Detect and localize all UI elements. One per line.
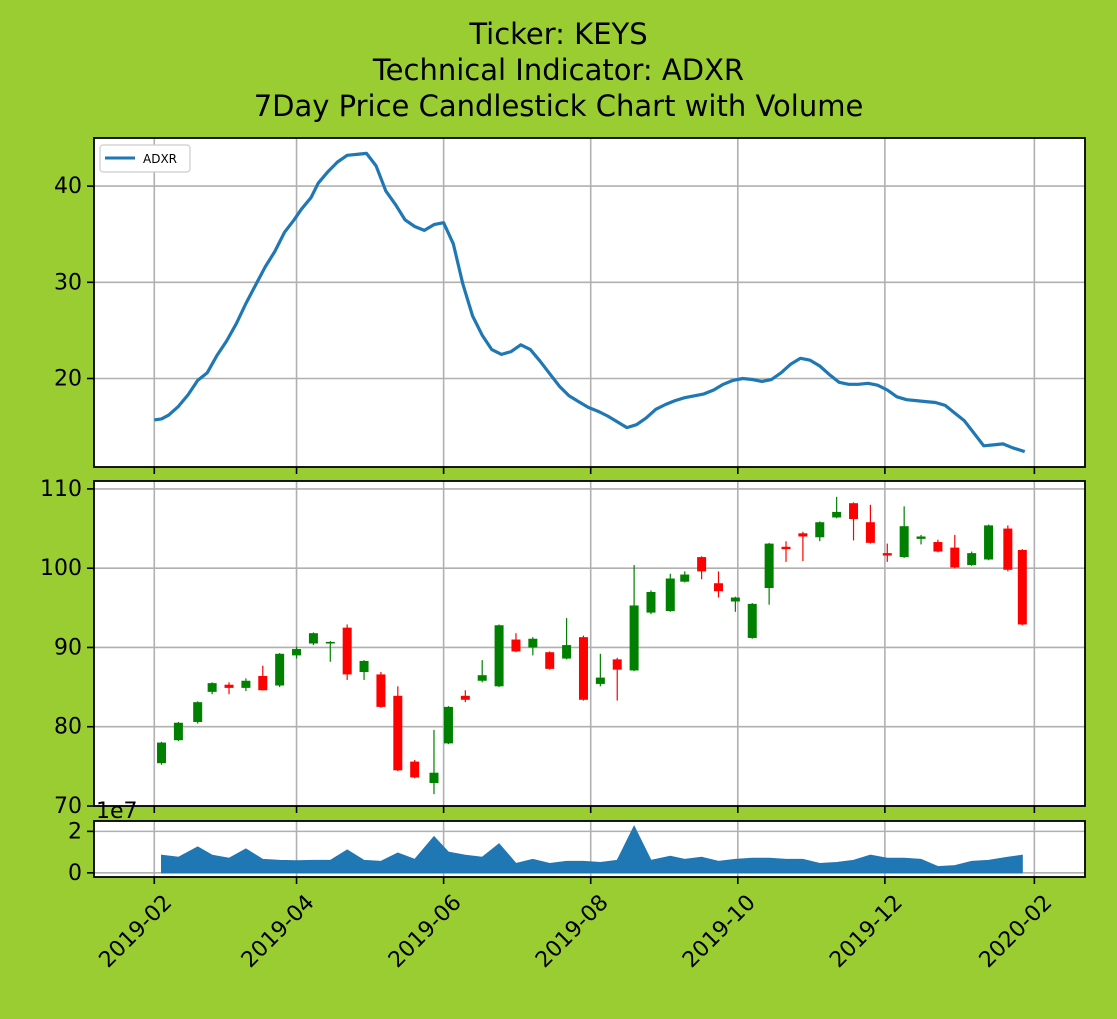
xtick-label-4: 2019-10 — [678, 890, 761, 973]
adxr-line — [154, 151, 1026, 454]
candle-body-2019-03-04 — [224, 684, 234, 688]
candle-body-2019-07-15 — [545, 652, 555, 669]
candle-body-2019-11-25 — [865, 522, 875, 543]
candle-body-2019-03-25 — [275, 653, 285, 686]
candle-body-2019-12-23 — [933, 542, 943, 552]
candle-body-2019-08-19 — [629, 605, 639, 671]
candle-body-2019-08-12 — [612, 659, 622, 670]
candle-body-2020-01-21 — [1003, 528, 1013, 570]
candle-body-2019-12-16 — [916, 536, 926, 539]
candle-body-2019-08-05 — [595, 677, 605, 684]
candle-body-2019-10-07 — [747, 603, 757, 638]
candle-body-2019-05-28 — [429, 772, 439, 784]
candle-body-2019-02-19 — [193, 702, 203, 722]
candle-body-2019-10-14 — [764, 543, 774, 589]
candle-body-2019-06-24 — [494, 625, 504, 687]
indicator-axes-frame — [93, 137, 1086, 468]
title-line-ticker: Ticker: KEYS — [469, 17, 648, 51]
candle-body-2019-11-18 — [849, 503, 859, 520]
title-line-indicator: Technical Indicator: ADXR — [372, 53, 745, 87]
candle-body-2020-01-06 — [967, 553, 977, 566]
candle-body-2019-10-21 — [781, 546, 791, 550]
indicator-ytick-label-2: 40 — [54, 174, 82, 199]
candle-body-2019-02-04 — [157, 742, 167, 764]
candle-body-2019-02-25 — [207, 683, 217, 692]
xtick-label-5: 2019-12 — [825, 890, 908, 973]
candle-body-2019-03-18 — [258, 676, 268, 691]
candle-body-2020-01-27 — [1017, 549, 1027, 625]
xtick-label-1: 2019-04 — [237, 890, 320, 973]
price-axes-background — [94, 481, 1085, 806]
candle-body-2019-05-06 — [376, 674, 386, 707]
candle-body-2019-07-29 — [578, 637, 588, 700]
price-ytick-label-1: 80 — [54, 715, 82, 740]
volume-area — [161, 825, 1023, 874]
volume-ytick-label-0: 0 — [68, 861, 82, 886]
candle-body-2019-09-09 — [680, 574, 690, 582]
candle-body-2019-11-11 — [832, 511, 842, 518]
candle-body-2019-04-15 — [325, 641, 335, 644]
price-ytick-label-4: 110 — [40, 477, 82, 502]
price-ytick-label-2: 90 — [54, 635, 82, 660]
candle-body-2019-04-22 — [342, 627, 352, 675]
candle-body-2019-05-20 — [410, 761, 420, 778]
candle-body-2019-09-30 — [730, 597, 740, 602]
volume-offset-label: 1e7 — [96, 799, 138, 824]
candle-body-2019-07-22 — [562, 645, 572, 659]
candle-body-2019-09-23 — [713, 583, 723, 592]
candle-body-2019-07-01 — [511, 639, 521, 652]
price-ytick-label-0: 70 — [54, 794, 82, 819]
candle-body-2019-12-02 — [882, 553, 892, 556]
candle-body-2020-01-13 — [984, 525, 994, 560]
candle-body-2019-09-16 — [697, 557, 707, 572]
candle-body-2019-06-03 — [443, 706, 453, 744]
candle-body-2019-03-11 — [241, 680, 251, 688]
indicator-ytick-label-0: 20 — [54, 366, 82, 391]
candle-body-2019-11-04 — [815, 522, 825, 538]
xtick-label-2: 2019-06 — [384, 890, 467, 973]
candle-body-2019-05-13 — [393, 695, 403, 771]
candle-body-2019-04-01 — [292, 649, 302, 656]
chart-title: Ticker: KEYS Technical Indicator: ADXR 7… — [0, 16, 1117, 124]
candle-body-2019-04-08 — [308, 633, 318, 644]
candle-body-2019-02-11 — [173, 722, 183, 741]
legend-box — [99, 144, 191, 173]
candle-body-2019-06-17 — [477, 675, 487, 681]
candle-body-2019-07-08 — [528, 638, 538, 648]
legend-label-adxr: ADXR — [143, 152, 177, 166]
candle-body-2019-04-29 — [359, 660, 369, 673]
price-axes-frame — [93, 480, 1086, 807]
price-ytick-label-3: 100 — [40, 556, 82, 581]
candle-body-2019-06-10 — [460, 695, 470, 700]
indicator-axes-background — [94, 138, 1085, 467]
indicator-ytick-label-1: 30 — [54, 270, 82, 295]
candle-body-2019-09-03 — [665, 578, 675, 611]
volume-ytick-label-1: 2 — [68, 819, 82, 844]
title-line-description: 7Day Price Candlestick Chart with Volume — [253, 89, 864, 123]
candle-body-2019-12-30 — [950, 547, 960, 568]
candle-body-2019-12-09 — [899, 526, 909, 558]
candle-body-2019-08-26 — [646, 591, 656, 613]
candle-body-2019-10-28 — [798, 533, 808, 537]
xtick-label-6: 2020-02 — [975, 890, 1058, 973]
volume-axes-frame — [93, 820, 1086, 878]
xtick-label-3: 2019-08 — [531, 890, 614, 973]
xtick-label-0: 2019-02 — [95, 890, 178, 973]
